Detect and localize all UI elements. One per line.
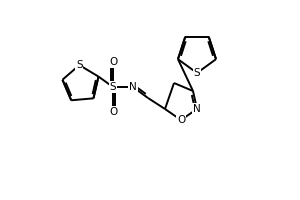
- Text: S: S: [76, 60, 83, 70]
- Text: O: O: [109, 57, 117, 67]
- Text: S: S: [194, 68, 200, 78]
- Text: S: S: [110, 82, 116, 92]
- Text: N: N: [193, 104, 201, 114]
- Text: N: N: [129, 82, 137, 92]
- Text: O: O: [109, 107, 117, 117]
- Text: O: O: [177, 115, 185, 125]
